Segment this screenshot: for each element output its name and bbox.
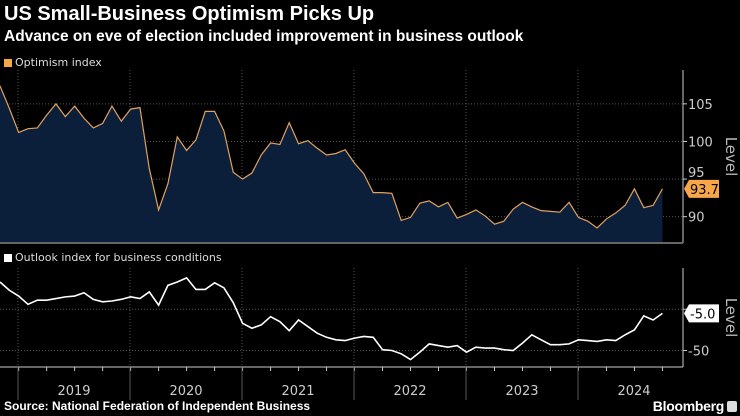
y-tick-label: 100: [688, 135, 713, 150]
y-axis-title: Level: [722, 298, 740, 338]
legend-label: Optimism index: [15, 56, 102, 69]
x-tick-label: 2019: [57, 384, 90, 399]
source-note: Source: National Federation of Independe…: [4, 399, 311, 413]
x-tick-label: 2024: [617, 384, 650, 399]
legend-optimism: Optimism index: [4, 56, 102, 69]
bloomberg-logo: Bloomberg: [652, 398, 725, 414]
y-tick-label: -50: [688, 345, 709, 360]
last-value-label: 93.7: [690, 183, 719, 198]
chart-title: US Small-Business Optimism Picks Up: [4, 3, 375, 25]
y-tick-label: 105: [688, 98, 713, 113]
x-tick-label: 2023: [505, 384, 538, 399]
x-tick-label: 2022: [393, 384, 426, 399]
y-tick-label: 90: [688, 211, 705, 226]
outlook-line: [0, 276, 663, 361]
optimism-area: [0, 85, 663, 243]
chart-subtitle: Advance on eve of election included impr…: [4, 28, 524, 45]
x-tick-label: 2021: [281, 384, 314, 399]
legend-swatch-icon: [4, 58, 12, 67]
x-tick-label: 2020: [169, 384, 202, 399]
last-value-badge: [684, 304, 719, 323]
legend-swatch-icon: [4, 253, 12, 262]
bloomberg-logo-icon: [727, 401, 737, 412]
last-value-badge: [684, 179, 719, 198]
legend-label: Outlook index for business conditions: [15, 251, 222, 264]
optimism-line: [0, 85, 663, 229]
last-value-label: -5.0: [690, 307, 715, 322]
y-tick-label: 95: [688, 166, 705, 181]
y-axis-title: Level: [722, 137, 740, 177]
legend-outlook: Outlook index for business conditions: [4, 251, 222, 264]
